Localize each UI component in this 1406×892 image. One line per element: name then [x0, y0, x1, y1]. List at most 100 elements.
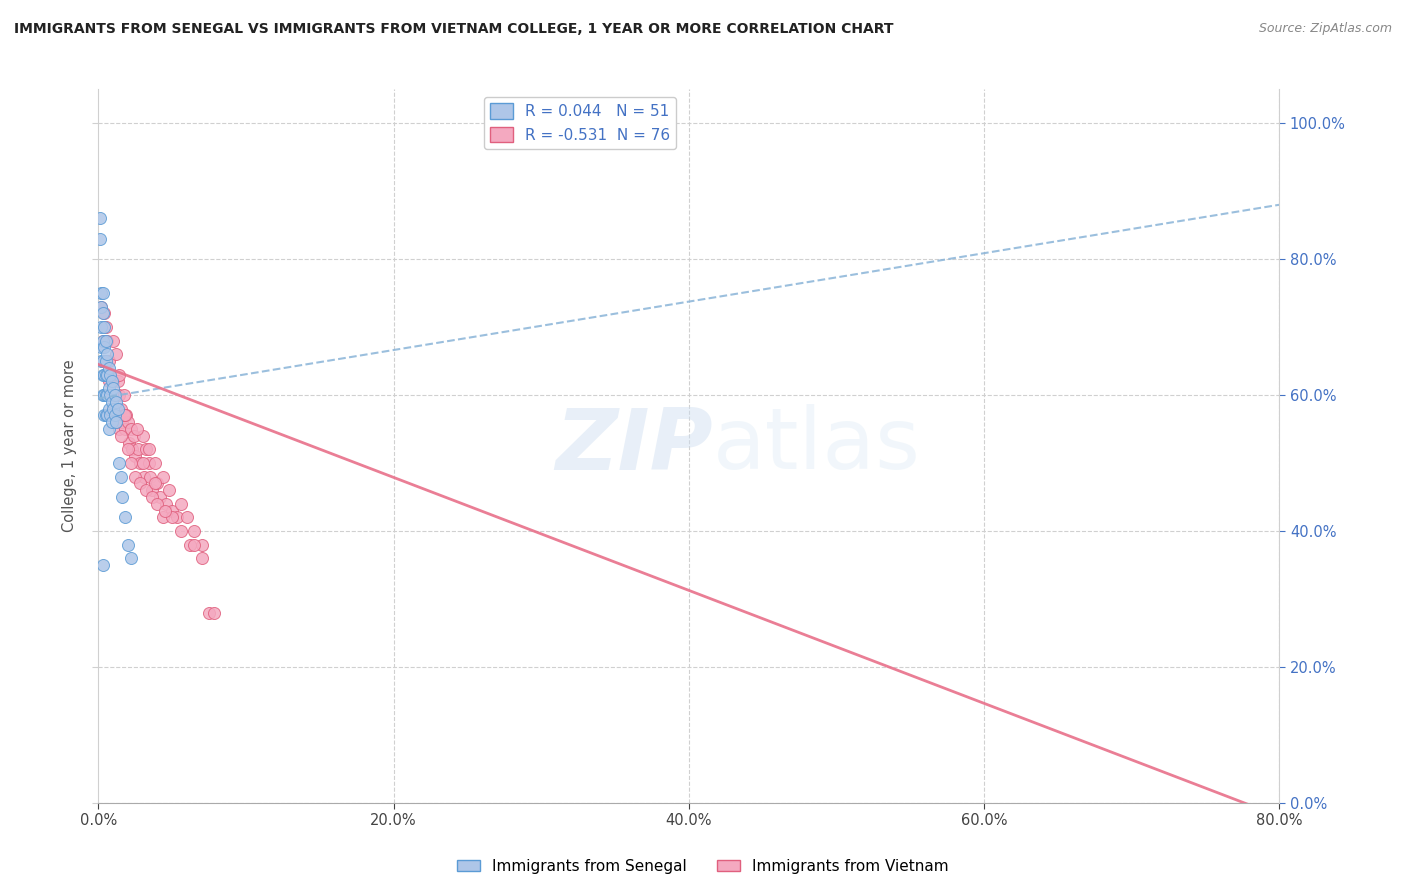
- Point: [135, 483, 157, 498]
- Point: [183, 537, 205, 551]
- Point: [90, 354, 112, 368]
- Point: [90, 300, 112, 314]
- Point: [93, 409, 115, 423]
- Point: [128, 456, 150, 470]
- Point: [103, 375, 125, 389]
- Point: [91, 558, 114, 572]
- Point: [153, 503, 176, 517]
- Point: [115, 409, 138, 423]
- Point: [97, 422, 120, 436]
- Point: [103, 334, 125, 348]
- Point: [105, 415, 128, 429]
- Point: [141, 483, 163, 498]
- Point: [108, 456, 131, 470]
- Point: [107, 401, 129, 416]
- Point: [120, 456, 142, 470]
- Point: [105, 394, 128, 409]
- Point: [104, 388, 127, 402]
- Point: [170, 497, 193, 511]
- Point: [96, 334, 118, 348]
- Point: [155, 497, 177, 511]
- Point: [114, 422, 136, 436]
- Point: [138, 442, 160, 457]
- Point: [139, 469, 162, 483]
- Point: [176, 510, 198, 524]
- Point: [91, 286, 114, 301]
- Point: [91, 388, 114, 402]
- Point: [149, 490, 172, 504]
- Point: [100, 394, 122, 409]
- Text: Source: ZipAtlas.com: Source: ZipAtlas.com: [1258, 22, 1392, 36]
- Point: [107, 375, 129, 389]
- Point: [93, 354, 115, 368]
- Point: [134, 469, 156, 483]
- Point: [112, 409, 135, 423]
- Point: [90, 286, 112, 301]
- Point: [98, 388, 121, 402]
- Point: [94, 388, 117, 402]
- Point: [138, 456, 160, 470]
- Point: [146, 497, 169, 511]
- Point: [98, 368, 121, 382]
- Point: [97, 360, 120, 375]
- Point: [152, 510, 174, 524]
- Point: [105, 401, 128, 416]
- Point: [127, 442, 149, 457]
- Point: [125, 422, 148, 436]
- Point: [110, 469, 132, 483]
- Point: [91, 368, 114, 382]
- Point: [103, 401, 125, 416]
- Point: [96, 388, 118, 402]
- Point: [162, 510, 183, 524]
- Point: [179, 537, 201, 551]
- Point: [198, 606, 221, 620]
- Point: [111, 415, 134, 429]
- Point: [94, 368, 117, 382]
- Point: [191, 551, 214, 566]
- Point: [117, 537, 139, 551]
- Point: [105, 415, 128, 429]
- Point: [94, 334, 117, 348]
- Point: [104, 409, 127, 423]
- Point: [157, 483, 180, 498]
- Point: [110, 401, 132, 416]
- Point: [132, 456, 155, 470]
- Point: [91, 306, 114, 320]
- Point: [103, 381, 125, 395]
- Point: [97, 401, 120, 416]
- Point: [104, 388, 127, 402]
- Point: [118, 435, 141, 450]
- Point: [117, 442, 139, 457]
- Point: [108, 422, 131, 436]
- Point: [121, 442, 143, 457]
- Point: [124, 449, 146, 463]
- Point: [90, 300, 112, 314]
- Point: [132, 429, 155, 443]
- Point: [128, 476, 150, 491]
- Point: [91, 334, 114, 348]
- Point: [97, 381, 120, 395]
- Point: [108, 388, 131, 402]
- Point: [114, 510, 136, 524]
- Point: [146, 476, 169, 491]
- Point: [162, 503, 183, 517]
- Point: [98, 368, 121, 382]
- Point: [89, 211, 111, 226]
- Y-axis label: College, 1 year or more: College, 1 year or more: [62, 359, 77, 533]
- Point: [141, 490, 163, 504]
- Point: [170, 524, 193, 538]
- Point: [93, 368, 115, 382]
- Point: [124, 469, 146, 483]
- Point: [96, 347, 118, 361]
- Point: [183, 524, 205, 538]
- Point: [202, 606, 225, 620]
- Point: [91, 334, 114, 348]
- Text: IMMIGRANTS FROM SENEGAL VS IMMIGRANTS FROM VIETNAM COLLEGE, 1 YEAR OR MORE CORRE: IMMIGRANTS FROM SENEGAL VS IMMIGRANTS FR…: [14, 22, 894, 37]
- Point: [98, 409, 121, 423]
- Point: [108, 368, 131, 382]
- Point: [143, 476, 166, 491]
- Point: [120, 422, 142, 436]
- Text: atlas: atlas: [713, 404, 921, 488]
- Legend: Immigrants from Senegal, Immigrants from Vietnam: Immigrants from Senegal, Immigrants from…: [451, 853, 955, 880]
- Point: [117, 415, 139, 429]
